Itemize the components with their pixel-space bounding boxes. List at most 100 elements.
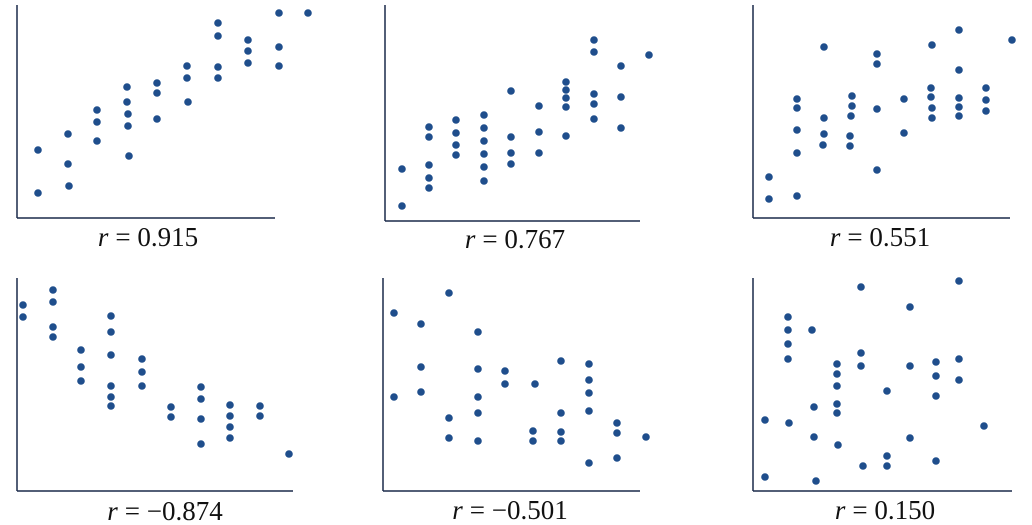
- point: [398, 165, 406, 173]
- point: [474, 409, 482, 417]
- point: [820, 130, 828, 138]
- point: [848, 92, 856, 100]
- scatter-panel: r = −0.874: [16, 278, 293, 525]
- point: [425, 161, 433, 169]
- point: [167, 403, 175, 411]
- point: [535, 149, 543, 157]
- point: [819, 141, 827, 149]
- point: [275, 43, 283, 51]
- point: [585, 407, 593, 415]
- point: [955, 94, 963, 102]
- point: [34, 146, 42, 154]
- point: [590, 115, 598, 123]
- point: [93, 118, 101, 126]
- correlation-value: = 0.767: [482, 224, 565, 254]
- point: [1008, 36, 1016, 44]
- point: [784, 340, 792, 348]
- point: [107, 351, 115, 359]
- correlation-value: = 0.551: [847, 222, 930, 252]
- point: [590, 48, 598, 56]
- point: [784, 326, 792, 334]
- point: [244, 47, 252, 55]
- point: [226, 401, 234, 409]
- point: [501, 380, 509, 388]
- point: [153, 89, 161, 97]
- point: [275, 9, 283, 17]
- point: [474, 437, 482, 445]
- point: [535, 128, 543, 136]
- point: [480, 124, 488, 132]
- point: [64, 160, 72, 168]
- point: [64, 130, 72, 138]
- point: [214, 32, 222, 40]
- point: [425, 133, 433, 141]
- point: [613, 429, 621, 437]
- point: [906, 434, 914, 442]
- point: [834, 441, 842, 449]
- point: [557, 437, 565, 445]
- point: [562, 94, 570, 102]
- point: [183, 62, 191, 70]
- correlation-label: r = −0.501: [452, 495, 567, 525]
- point: [857, 283, 865, 291]
- point: [93, 106, 101, 114]
- point: [562, 86, 570, 94]
- point: [761, 473, 769, 481]
- correlation-label: r = 0.915: [98, 222, 198, 252]
- correlation-label: r = 0.150: [835, 495, 935, 525]
- point: [244, 36, 252, 44]
- scatter-panel: r = 0.551: [752, 5, 1016, 252]
- point: [474, 365, 482, 373]
- point: [847, 112, 855, 120]
- point: [765, 195, 773, 203]
- correlation-value: = −0.501: [470, 495, 568, 525]
- point: [955, 355, 963, 363]
- point: [557, 428, 565, 436]
- point: [932, 457, 940, 465]
- point: [590, 100, 598, 108]
- point: [501, 367, 509, 375]
- scatter-panel: r = −0.501: [382, 278, 650, 525]
- point: [77, 363, 85, 371]
- point: [982, 96, 990, 104]
- point: [452, 116, 460, 124]
- point: [982, 84, 990, 92]
- point: [529, 427, 537, 435]
- point: [928, 104, 936, 112]
- point: [19, 313, 27, 321]
- point: [529, 437, 537, 445]
- point: [34, 189, 42, 197]
- point: [982, 107, 990, 115]
- point: [93, 137, 101, 145]
- point: [197, 395, 205, 403]
- point: [244, 59, 252, 67]
- point: [398, 202, 406, 210]
- point: [820, 43, 828, 51]
- point: [507, 149, 515, 157]
- point: [883, 462, 891, 470]
- point: [793, 126, 801, 134]
- point: [955, 376, 963, 384]
- point: [390, 309, 398, 317]
- point: [425, 174, 433, 182]
- point: [107, 328, 115, 336]
- point: [167, 413, 175, 421]
- point: [955, 66, 963, 74]
- point: [107, 382, 115, 390]
- point: [617, 62, 625, 70]
- point: [846, 142, 854, 150]
- point: [873, 60, 881, 68]
- point: [123, 98, 131, 106]
- correlation-symbol: r: [452, 495, 463, 525]
- point: [585, 376, 593, 384]
- point: [535, 102, 543, 110]
- point: [784, 313, 792, 321]
- point: [812, 477, 820, 485]
- point: [138, 355, 146, 363]
- point: [445, 434, 453, 442]
- point: [833, 370, 841, 378]
- point: [820, 114, 828, 122]
- point: [226, 434, 234, 442]
- point: [613, 419, 621, 427]
